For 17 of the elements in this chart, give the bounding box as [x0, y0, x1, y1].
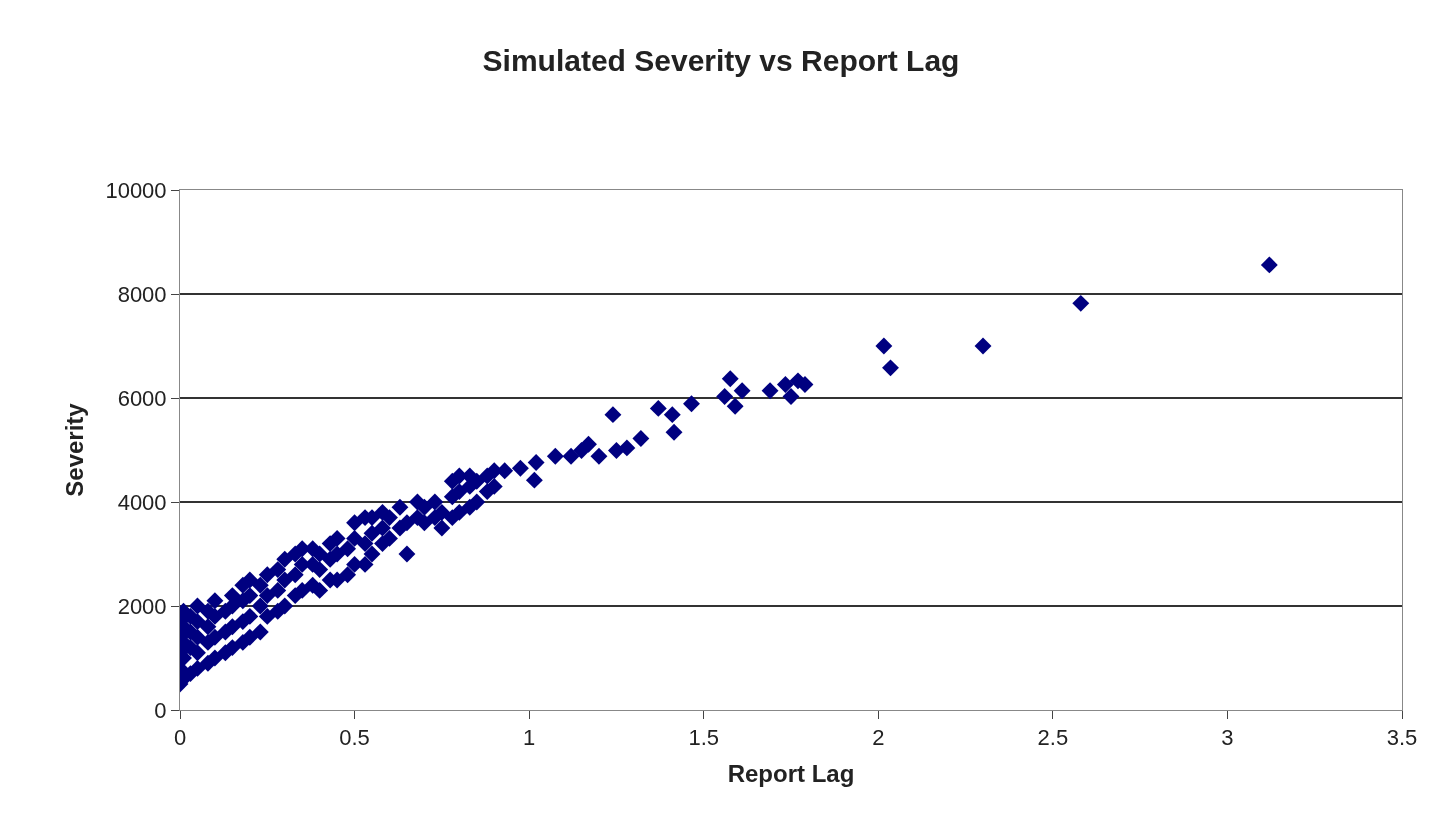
x-tick-label: 2	[872, 725, 885, 751]
y-tick-label: 10000	[105, 177, 167, 203]
x-tick-label: 2.5	[1037, 725, 1069, 751]
y-tick-label: 4000	[117, 489, 167, 515]
y-tick-label: 0	[154, 697, 167, 723]
x-tick-label: 1	[523, 725, 536, 751]
chart-title: Simulated Severity vs Report Lag	[482, 43, 960, 77]
x-axis-title: Report Lag	[727, 759, 855, 787]
y-axis-title: Severity	[60, 402, 88, 497]
y-tick-label: 2000	[117, 593, 167, 619]
y-tick-label: 6000	[117, 385, 167, 411]
x-tick-label: 1.5	[688, 725, 720, 751]
x-tick-label: 0	[173, 725, 187, 751]
x-tick-label: 0.5	[339, 725, 370, 751]
y-tick-label: 8000	[117, 281, 167, 307]
x-tick-label: 3	[1221, 725, 1234, 751]
x-tick-label: 3.5	[1386, 725, 1418, 751]
